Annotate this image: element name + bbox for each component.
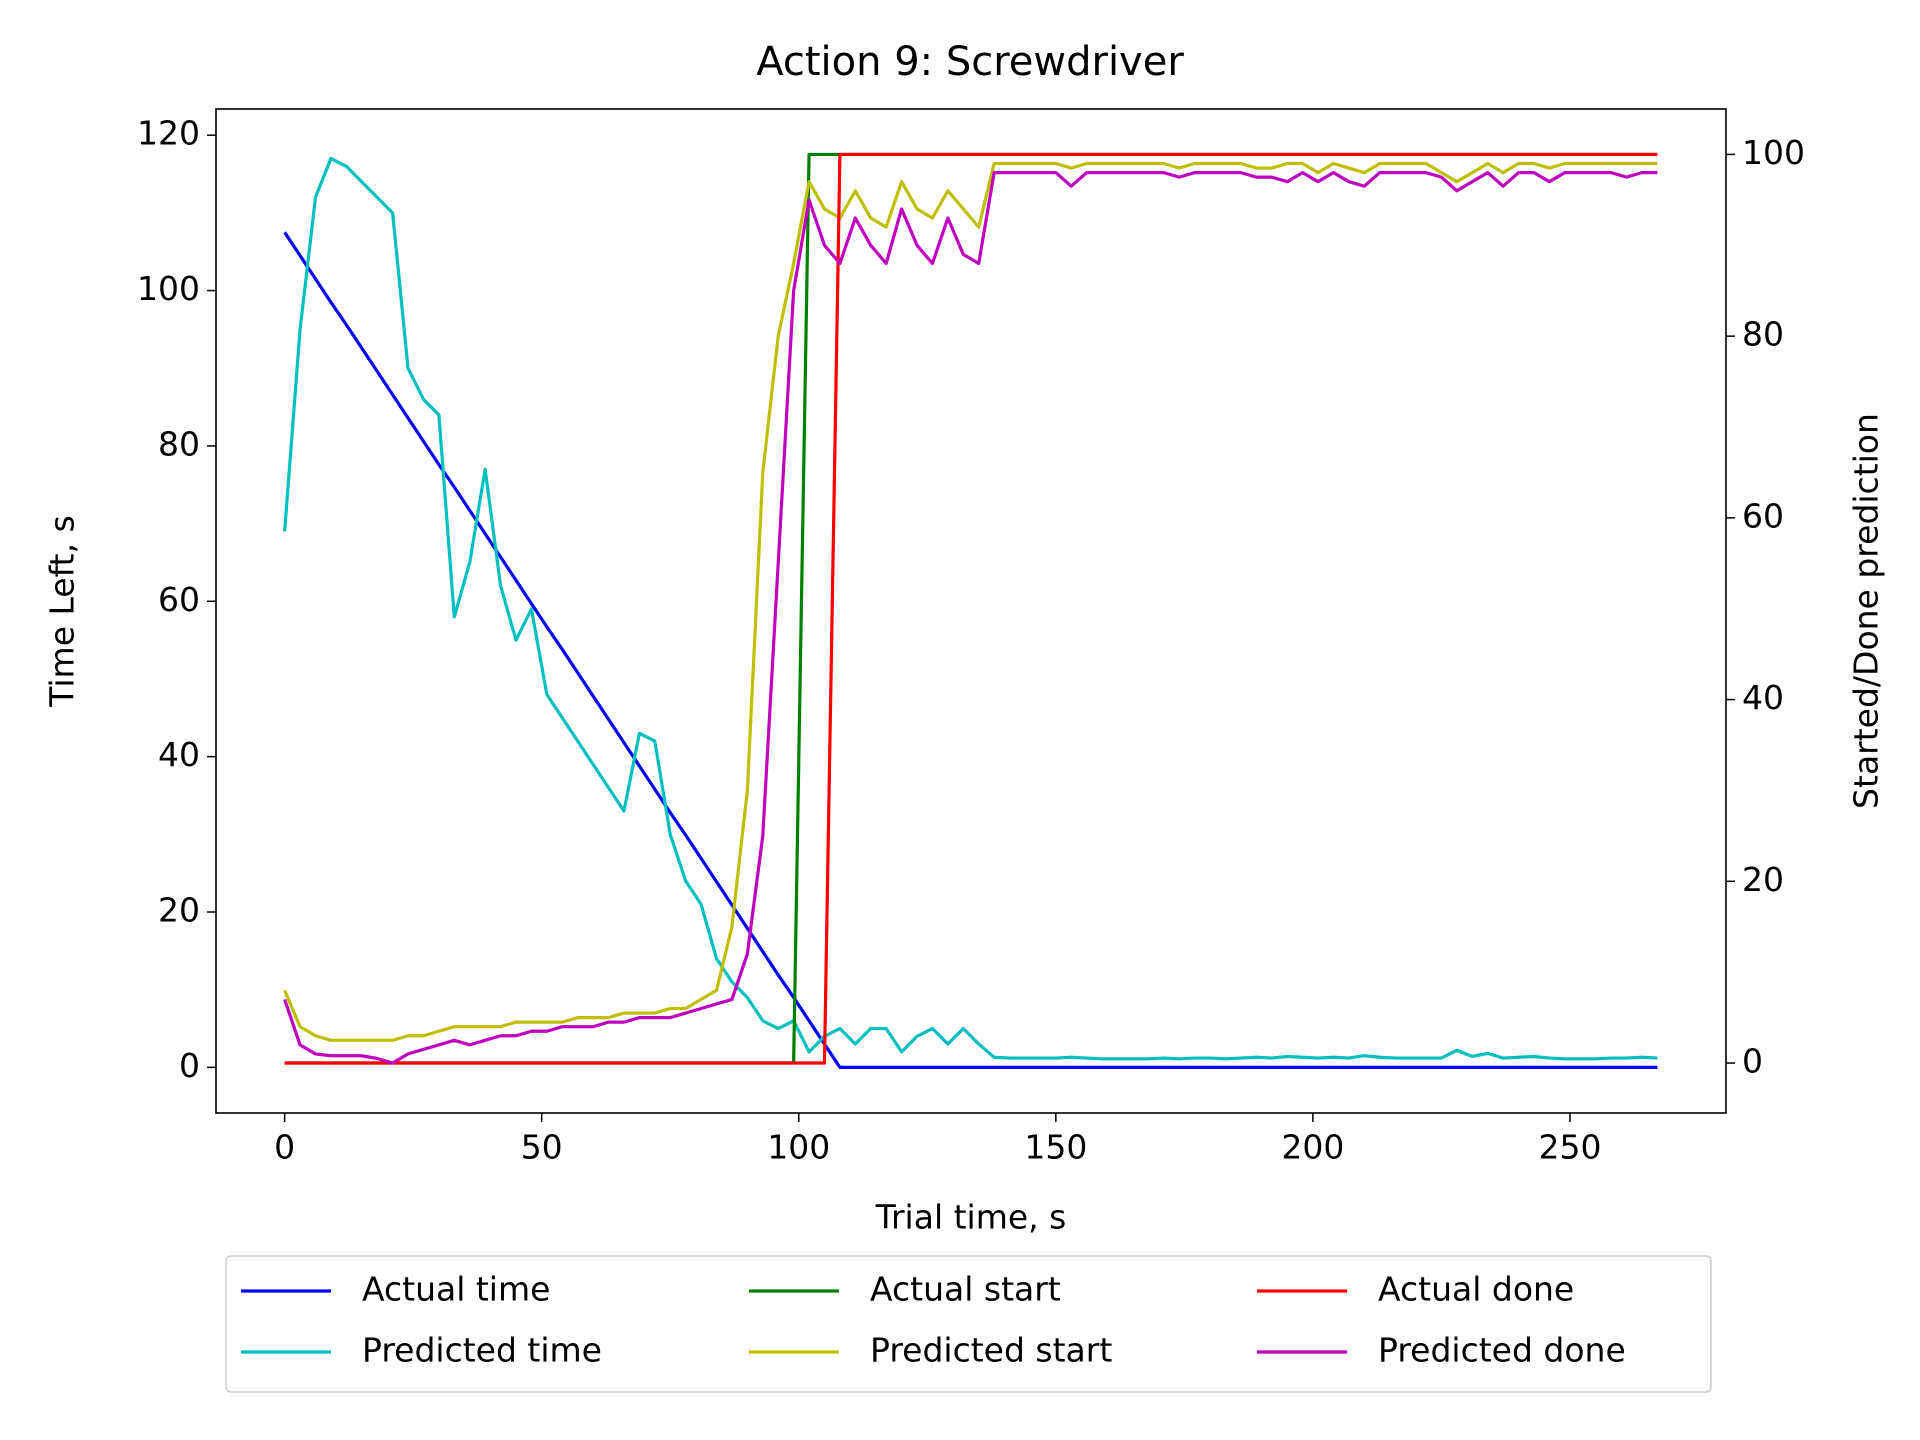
- legend-label: Actual done: [1378, 1270, 1574, 1309]
- y-tick-label: 80: [158, 424, 200, 463]
- x-tick-label: 0: [274, 1128, 295, 1167]
- y-axis-label: Time Left, s: [43, 515, 82, 708]
- y-tick-label: 20: [158, 891, 200, 930]
- y2-tick-label: 20: [1742, 860, 1784, 899]
- x-axis-label: Trial time, s: [875, 1198, 1067, 1237]
- y2-axis-label: Started/Done prediction: [1847, 413, 1886, 809]
- legend-label: Predicted done: [1378, 1331, 1626, 1370]
- legend-label: Actual start: [870, 1270, 1061, 1309]
- legend-label: Predicted time: [362, 1331, 602, 1370]
- y-tick-label: 100: [137, 269, 200, 308]
- x-tick-label: 100: [767, 1128, 830, 1167]
- legend-label: Actual time: [362, 1270, 550, 1309]
- series-line: [284, 152, 1658, 1065]
- chart-title: Action 9: Screwdriver: [756, 39, 1184, 85]
- x-tick-label: 200: [1281, 1128, 1344, 1167]
- axes-frame: [215, 108, 1727, 1114]
- series-line: [283, 156, 1658, 1061]
- x-tick-label: 150: [1024, 1128, 1087, 1167]
- y2-tick-label: 0: [1742, 1042, 1763, 1081]
- x-tick-label: 50: [521, 1128, 563, 1167]
- series-line: [283, 231, 1658, 1069]
- x-tick-label: 250: [1538, 1128, 1601, 1167]
- plot-area: [283, 152, 1658, 1069]
- y-tick-label: 0: [179, 1046, 200, 1085]
- y-tick-label: 60: [158, 580, 200, 619]
- series-line: [284, 152, 1658, 1065]
- y-tick-label: 120: [137, 114, 200, 153]
- y2-tick-label: 80: [1742, 315, 1784, 354]
- legend-label: Predicted start: [870, 1331, 1112, 1370]
- y2-tick-label: 40: [1742, 678, 1784, 717]
- series-line: [283, 161, 1658, 1042]
- y-tick-label: 40: [158, 735, 200, 774]
- series-line: [283, 171, 1658, 1065]
- y2-tick-label: 60: [1742, 496, 1784, 535]
- legend: Actual time Predicted time Actual start Pre…: [241, 1270, 1626, 1370]
- y2-tick-label: 100: [1742, 133, 1805, 172]
